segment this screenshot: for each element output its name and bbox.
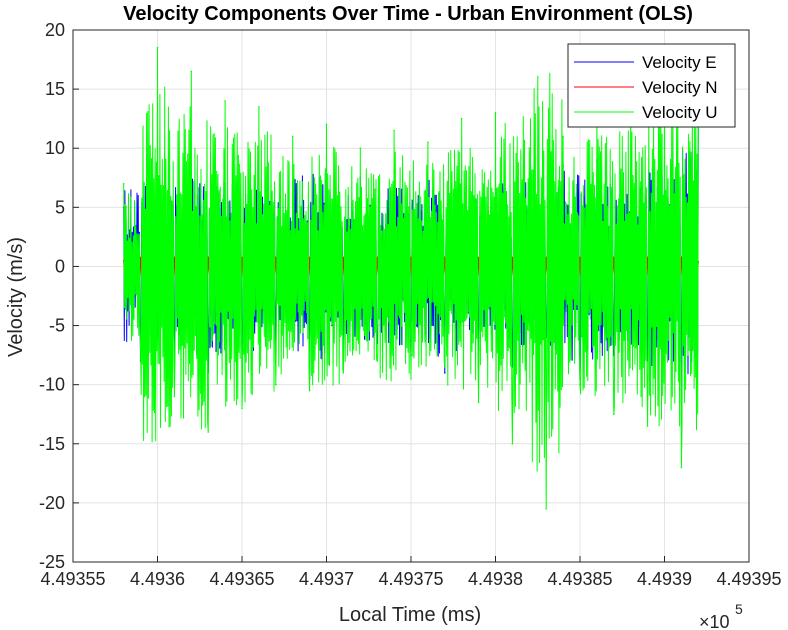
data-point [275,383,277,386]
x-exponent-power: 5 [735,601,743,617]
data-point [342,372,345,374]
data-point [545,508,547,510]
data-point [308,389,311,392]
data-point [359,147,362,150]
data-point [579,383,581,386]
y-tick-labels: 20 15 10 5 0 -5 -10 -15 -20 -25 [39,20,65,572]
x-tick-label: 4.49365 [209,569,274,589]
data-point [156,46,159,49]
x-tick-label: 4.49395 [716,569,781,589]
y-axis-title: Velocity (m/s) [5,237,27,357]
x-tick-label: 4.49375 [378,569,443,589]
data-point [393,129,395,132]
data-point [190,70,193,73]
data-point [258,106,260,108]
data-point [460,117,463,120]
data-point [122,182,125,185]
data-point [528,147,531,150]
x-tick-label: 4.4936 [130,569,185,589]
data-point [646,425,649,427]
data-point [376,360,379,362]
y-tick-label: 5 [55,197,65,217]
x-axis-title: Local Time (ms) [339,604,481,626]
y-tick-label: 10 [45,138,65,158]
data-point [325,123,328,126]
data-point [410,377,412,380]
data-point [427,141,429,144]
data-point [613,413,615,416]
x-exponent-base: ×10 [699,612,730,630]
y-tick-label: 20 [45,20,65,40]
y-tick-label: -10 [39,375,65,395]
data-point [680,466,683,469]
y-tick-label: -20 [39,493,65,513]
legend: Velocity E Velocity N Velocity U [567,43,736,128]
x-tick-label: 4.49355 [40,569,105,589]
data-point [562,135,564,138]
y-tick-label: -5 [49,316,65,336]
data-point [477,401,480,404]
x-tick-label: 4.4939 [637,569,692,589]
data-point [241,407,243,410]
x-tick-label: 4.4937 [299,569,354,589]
data-point [444,366,446,368]
data-point [207,431,209,433]
x-tick-label: 4.4938 [468,569,523,589]
legend-label: Velocity N [642,78,718,97]
legend-label: Velocity U [642,103,718,122]
y-tick-label: -25 [39,552,65,572]
ticks [72,29,750,563]
data-point [494,111,497,114]
chart-title: Velocity Components Over Time - Urban En… [123,3,693,25]
x-tick-label: 4.49385 [547,569,612,589]
x-tick-labels: 4.49355 4.4936 4.49365 4.4937 4.49375 4.4938 4… [40,569,781,589]
y-tick-label: 0 [55,256,65,276]
data-point [139,354,142,356]
data-point [291,135,294,138]
y-tick-label: -15 [39,434,65,454]
data-point [173,395,176,398]
data-point [444,372,446,374]
data-point [224,100,226,102]
y-tick-label: 15 [45,79,65,99]
legend-box [567,43,736,128]
data-point [511,442,514,445]
legend-label: Velocity E [642,53,717,72]
series-layer [122,46,700,510]
